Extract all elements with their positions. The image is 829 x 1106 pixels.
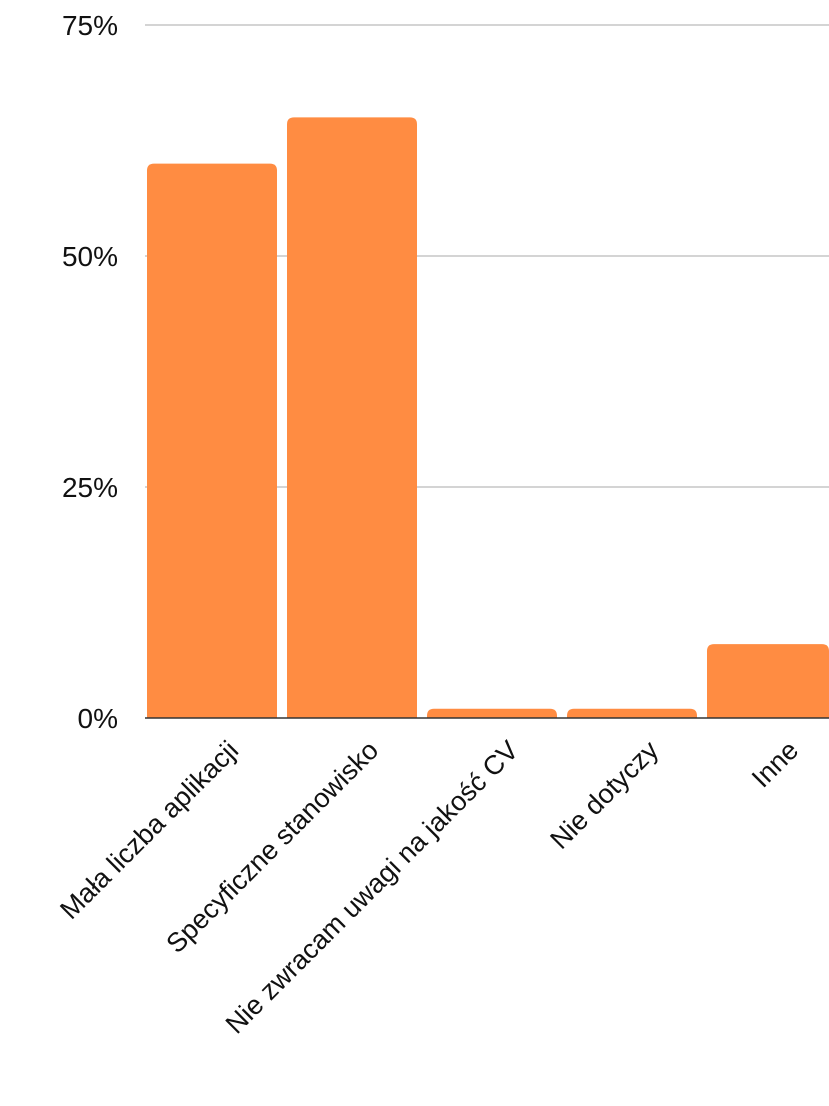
bar-5 <box>707 644 829 718</box>
bar-1 <box>147 163 277 719</box>
y-tick-label: 75% <box>62 10 118 41</box>
y-axis-tick-labels: 0% 25% 50% 75% <box>62 10 118 734</box>
y-tick-label: 50% <box>62 241 118 272</box>
bar-3 <box>427 708 557 718</box>
bar-2 <box>287 117 417 718</box>
x-category-label: Nie zwracam uwagi na jakość CV <box>220 735 525 1040</box>
bars <box>147 117 829 719</box>
bar-4 <box>567 708 697 718</box>
y-tick-label: 0% <box>78 703 118 734</box>
x-category-label: Inne <box>746 735 804 793</box>
y-tick-label: 25% <box>62 472 118 503</box>
x-category-label: Nie dotyczy <box>544 735 664 855</box>
